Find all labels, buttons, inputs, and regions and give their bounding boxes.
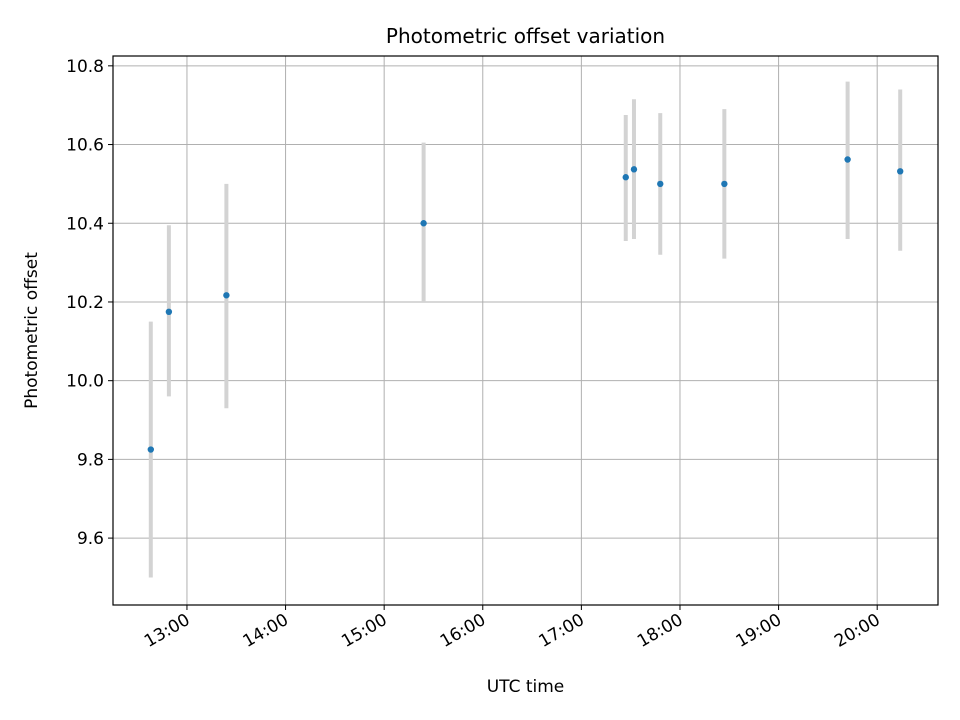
data-point — [844, 156, 851, 163]
data-point — [223, 292, 230, 299]
data-point — [657, 180, 664, 188]
data-point — [721, 180, 728, 188]
x-tick-label: 18:00 — [634, 610, 686, 652]
x-tick-label: 19:00 — [733, 610, 785, 652]
x-tick-label: 20:00 — [831, 610, 883, 652]
data-point — [147, 446, 154, 453]
x-tick-label: 14:00 — [240, 610, 292, 652]
point-layer — [147, 156, 904, 453]
data-point — [165, 308, 173, 316]
y-tick-label: 10.2 — [66, 293, 104, 313]
y-tick-label: 10.8 — [66, 57, 104, 77]
y-axis-label: Photometric offset — [22, 252, 42, 409]
grid-layer — [113, 56, 938, 605]
y-tick-label: 9.8 — [77, 450, 104, 470]
y-tick-label: 10.0 — [66, 372, 104, 392]
y-tick-label: 10.6 — [66, 136, 104, 156]
errorbar-layer — [148, 81, 903, 578]
chart-title: Photometric offset variation — [386, 24, 665, 48]
y-tick-label: 9.6 — [77, 529, 104, 549]
tick-layer: 13:00 14:00 15:00 16:00 17:00 18:00 19:00 20:00… — [66, 57, 884, 652]
data-point — [420, 220, 427, 227]
data-point — [630, 166, 638, 173]
data-point — [622, 174, 629, 181]
x-tick-label: 16:00 — [437, 610, 489, 652]
x-tick-label: 15:00 — [338, 610, 390, 652]
x-tick-label: 17:00 — [535, 610, 587, 652]
x-axis-label: UTC time — [487, 677, 565, 697]
x-tick-label: 13:00 — [141, 610, 193, 652]
plot-frame — [112, 55, 939, 606]
y-tick-label: 10.4 — [66, 214, 104, 234]
data-point — [897, 168, 904, 175]
